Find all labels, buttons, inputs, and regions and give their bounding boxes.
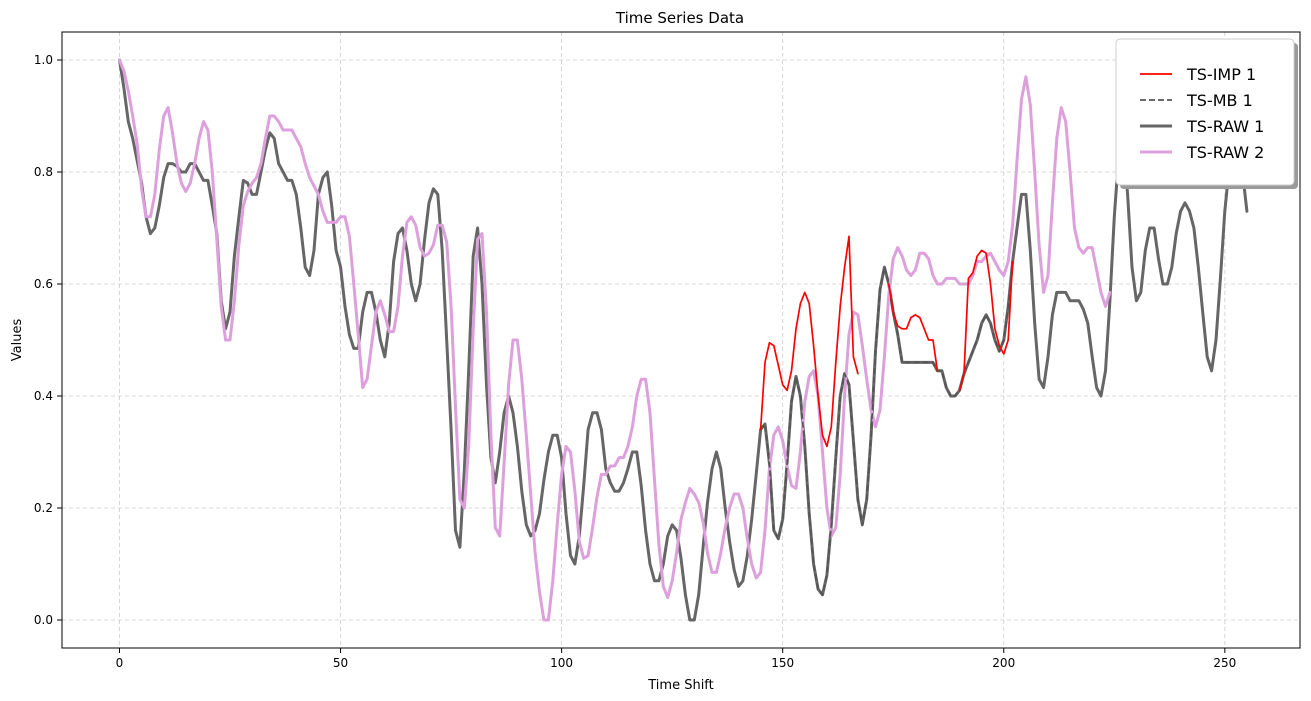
legend-label-ts-raw-2: TS-RAW 2: [1186, 143, 1264, 162]
x-tick-label: 50: [333, 656, 348, 670]
series-line-ts-imp-1: [759, 235, 1014, 448]
legend-label-ts-imp-1: TS-IMP 1: [1186, 65, 1256, 84]
x-tick-label: 0: [116, 656, 124, 670]
y-tick-label: 0.6: [34, 277, 53, 291]
y-axis-title: Values: [10, 319, 25, 362]
grid: [62, 32, 1300, 648]
legend-label-ts-raw-1: TS-RAW 1: [1186, 117, 1264, 136]
x-tick-label: 150: [771, 656, 794, 670]
y-tick-label: 0.8: [34, 165, 53, 179]
y-tick-label: 0.4: [34, 389, 53, 403]
x-tick-label: 200: [992, 656, 1015, 670]
legend-box: [1115, 38, 1295, 186]
x-tick-label: 250: [1213, 656, 1236, 670]
x-tick-label: 100: [550, 656, 573, 670]
y-tick-label: 0.2: [34, 501, 53, 515]
x-axis-title: Time Shift: [647, 678, 714, 693]
y-tick-label: 0.0: [34, 613, 53, 627]
axis-ticks: 0 50 100 150 200 250 0.0 0.2 0.4 0.6 0.8 1.0: [34, 53, 1236, 670]
y-tick-label: 1.0: [34, 53, 53, 67]
series-layer: [118, 58, 1249, 622]
series-line-ts-raw-2: [118, 58, 1112, 622]
chart-title: Time Series Data: [615, 9, 744, 27]
legend-label-ts-mb-1: TS-MB 1: [1186, 91, 1253, 110]
legend: TS-IMP 1 TS-MB 1 TS-RAW 1 TS-RAW 2: [1115, 38, 1298, 189]
plot-frame: [61, 31, 1301, 649]
series-line-ts-raw-1: [118, 58, 1249, 622]
